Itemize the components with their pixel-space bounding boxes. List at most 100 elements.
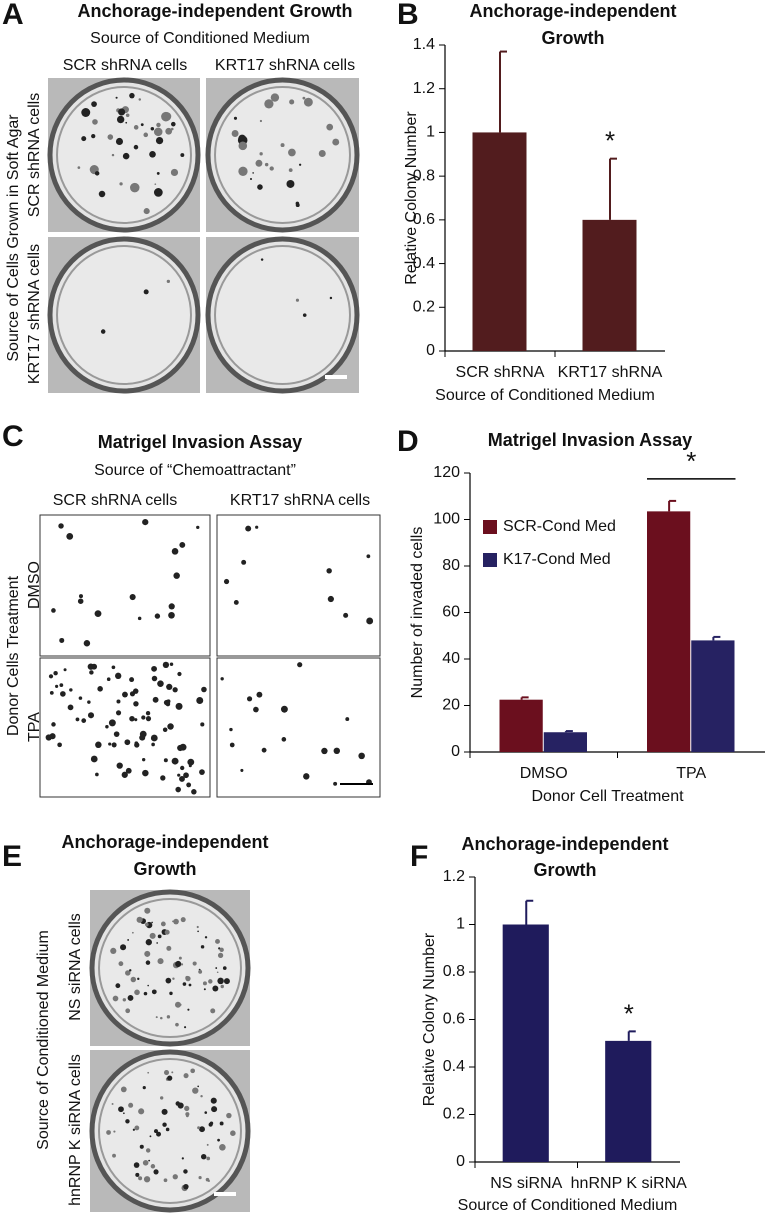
cell	[108, 719, 116, 727]
cell	[179, 743, 187, 751]
colony	[166, 945, 172, 951]
colony	[116, 115, 125, 124]
cell	[167, 723, 174, 730]
dish-inner	[214, 245, 351, 385]
cell	[333, 747, 341, 755]
colony	[259, 152, 263, 156]
colony	[298, 163, 302, 166]
y-tick-label: 0	[456, 1153, 465, 1170]
row-label: DMSO	[26, 561, 43, 609]
colony	[257, 184, 263, 190]
y-tick-label: 60	[442, 604, 460, 621]
cell	[168, 611, 175, 619]
colony	[169, 991, 173, 996]
cell	[111, 665, 116, 670]
colony	[122, 998, 127, 1002]
cell	[255, 525, 259, 529]
colony	[255, 159, 263, 167]
colony	[198, 969, 203, 974]
colony	[208, 979, 213, 984]
colony	[303, 97, 313, 107]
colony	[188, 983, 192, 987]
cell	[139, 734, 146, 741]
colony	[178, 956, 182, 960]
dish-inner	[98, 1058, 242, 1204]
colony	[133, 144, 139, 150]
cell	[137, 616, 142, 621]
cell	[142, 769, 149, 777]
cell	[183, 772, 189, 779]
x-tick-label: KRT17 shRNA	[558, 364, 663, 381]
y-tick-label: 0.6	[443, 1011, 465, 1028]
cell	[303, 773, 310, 780]
cell	[141, 715, 146, 720]
colony	[138, 1176, 143, 1181]
colony	[197, 930, 199, 933]
cell	[245, 525, 252, 532]
colony	[115, 983, 121, 989]
scale-bar	[340, 783, 373, 785]
cell	[55, 684, 59, 688]
cell	[129, 593, 136, 601]
column-label: KRT17 shRNA cells	[215, 57, 355, 74]
colony	[181, 1157, 184, 1160]
colony	[153, 127, 163, 137]
panel-subtitle: Source of Conditioned Medium	[90, 30, 310, 47]
colony	[156, 122, 161, 128]
colony	[113, 1130, 116, 1133]
bar	[499, 699, 543, 752]
colony	[142, 1159, 149, 1166]
bar	[691, 640, 735, 752]
colony	[153, 1130, 156, 1133]
colony	[198, 1176, 202, 1180]
colony	[329, 296, 333, 300]
colony	[125, 1119, 130, 1124]
row-label: SCR shRNA cells	[26, 93, 43, 217]
colony	[170, 168, 179, 177]
colony	[144, 907, 151, 914]
bar	[502, 924, 549, 1162]
bar	[605, 1040, 652, 1162]
colony	[111, 153, 115, 157]
colony	[153, 1169, 159, 1175]
y-tick-label: 0	[451, 743, 460, 760]
colony	[223, 978, 230, 985]
legend-swatch	[483, 553, 497, 567]
colony	[133, 1162, 140, 1168]
colony	[295, 201, 300, 206]
colony	[295, 298, 300, 302]
colony	[127, 939, 130, 941]
cell	[179, 775, 185, 782]
cell	[111, 742, 117, 748]
cell	[179, 541, 186, 548]
y-tick-label: 120	[433, 464, 460, 481]
row-label: TPA	[26, 712, 43, 742]
colony	[91, 133, 96, 139]
bar	[647, 511, 691, 752]
cell	[67, 704, 74, 711]
colony	[184, 1026, 187, 1029]
chart-title: Anchorage-independent Growth	[461, 834, 668, 880]
bar	[582, 219, 637, 351]
colony	[332, 138, 340, 146]
cell	[229, 742, 235, 748]
colony	[196, 925, 199, 929]
colony	[180, 153, 185, 157]
cell	[169, 662, 174, 666]
cell	[134, 741, 139, 746]
cell	[94, 610, 102, 618]
cell	[113, 731, 120, 737]
cell	[87, 700, 91, 704]
chart-title: Matrigel Invasion Assay	[488, 430, 692, 450]
colony	[220, 984, 224, 989]
cell	[196, 525, 200, 530]
colony	[118, 1106, 124, 1113]
colony	[77, 166, 81, 169]
cell	[199, 769, 205, 775]
colony	[125, 121, 128, 124]
y-tick-label: 1	[456, 916, 465, 933]
colony	[145, 939, 152, 946]
colony	[155, 136, 164, 145]
y-tick-label: 0.8	[413, 167, 435, 184]
colony	[252, 172, 254, 174]
